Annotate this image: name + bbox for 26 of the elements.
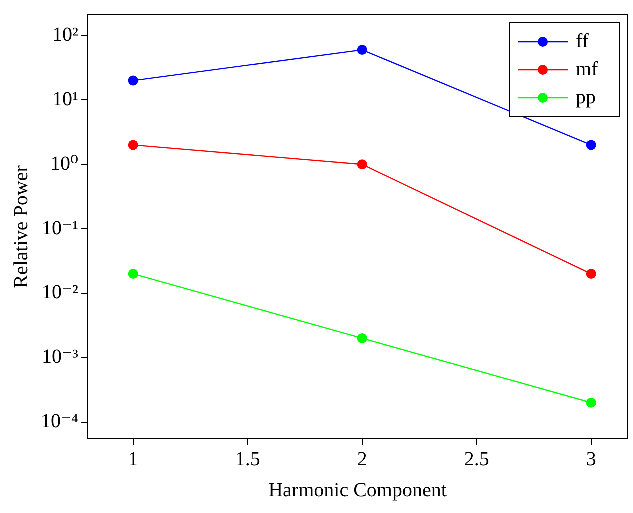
y-tick-label: 10⁻³ bbox=[42, 346, 79, 368]
y-tick-label: 10² bbox=[52, 24, 79, 46]
y-tick-label: 10⁻⁴ bbox=[41, 410, 79, 433]
y-tick-label: 10⁰ bbox=[50, 152, 79, 175]
point bbox=[357, 333, 368, 344]
x-tick-label: 3 bbox=[586, 448, 596, 470]
point bbox=[357, 45, 368, 56]
point bbox=[586, 140, 596, 150]
point bbox=[586, 398, 596, 408]
y-tick-label: 10⁻² bbox=[42, 282, 79, 304]
point bbox=[128, 140, 138, 150]
x-tick-label: 1.5 bbox=[235, 448, 260, 470]
legend-label: pp bbox=[576, 86, 596, 108]
point bbox=[128, 76, 138, 86]
x-tick-label: 2 bbox=[357, 448, 368, 470]
point bbox=[586, 269, 596, 280]
x-tick-label: 2.5 bbox=[464, 448, 490, 470]
point bbox=[357, 160, 368, 170]
x-tick-label: 1 bbox=[128, 448, 138, 470]
y-axis-title: Relative Power bbox=[10, 165, 32, 288]
x-axis-title: Harmonic Component bbox=[268, 479, 448, 502]
legend-label: mf bbox=[576, 58, 599, 80]
y-tick-label: 10¹ bbox=[52, 88, 79, 110]
y-tick-label: 10⁻¹ bbox=[42, 217, 79, 240]
legend-label: ff bbox=[576, 30, 590, 52]
point bbox=[128, 269, 138, 280]
